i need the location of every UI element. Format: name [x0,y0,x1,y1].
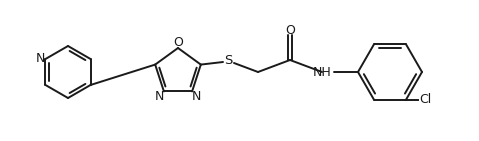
Text: O: O [285,24,295,37]
Text: S: S [224,53,232,67]
Text: Cl: Cl [419,93,431,106]
Text: N: N [155,90,165,103]
Text: NH: NH [313,66,331,79]
Text: N: N [192,90,201,103]
Text: N: N [36,52,45,66]
Text: O: O [173,36,183,49]
